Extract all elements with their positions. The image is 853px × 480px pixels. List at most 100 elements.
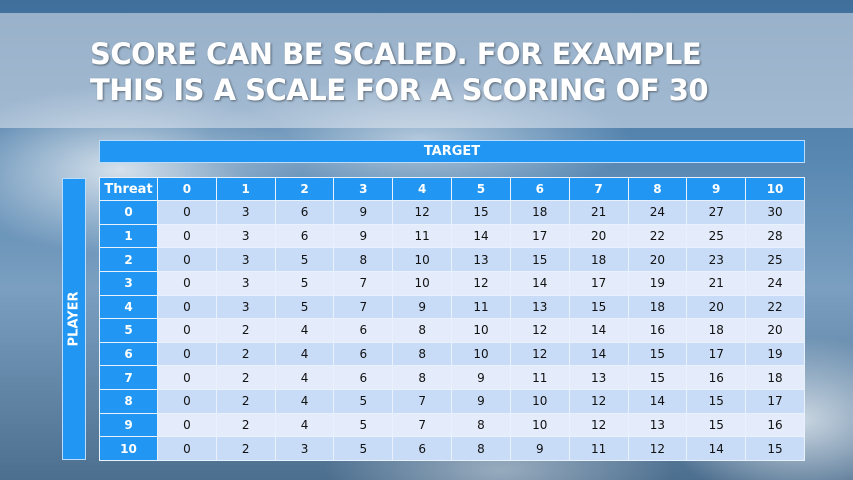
table-cell: 25 [745,247,805,272]
row-header: 5 [99,318,158,343]
table-row: 0 0 3 6 9 12 15 18 21 24 27 30 [99,200,805,225]
table-cell: 8 [392,341,453,367]
row-header: 9 [99,412,158,438]
target-header: TARGET [99,140,805,163]
table-cell: 11 [568,436,629,461]
table-row: 3 0 3 5 7 10 12 14 17 19 21 24 [99,270,805,296]
column-header: 0 [157,177,217,201]
table-row: 7 0 2 4 6 8 9 11 13 15 16 18 [99,365,805,390]
row-header: 7 [99,365,158,390]
table-cell: 2 [215,365,276,390]
table-cell: 2 [215,412,276,438]
table-cell: 18 [745,365,805,390]
table-cell: 12 [627,436,688,461]
table-cell: 14 [451,223,511,249]
row-header: 3 [99,270,158,296]
table-row: 8 0 2 4 5 7 9 10 12 14 15 17 [99,389,805,414]
table-cell: 11 [392,223,453,249]
table-cell: 2 [215,436,276,461]
table-cell: 12 [568,412,629,438]
table-cell: 5 [333,389,394,414]
table-cell: 14 [568,341,629,367]
table-cell: 11 [451,294,511,320]
table-cell: 20 [568,223,629,249]
column-header: 9 [686,177,747,201]
table-cell: 18 [509,200,570,225]
table-cell: 6 [392,436,453,461]
table-cell: 12 [568,389,629,414]
table-cell: 15 [627,365,688,390]
table-cell: 15 [509,247,570,272]
table-cell: 4 [274,389,335,414]
row-header: 4 [99,294,158,320]
table-cell: 2 [215,341,276,367]
table-cell: 3 [215,223,276,249]
table-cell: 12 [451,270,511,296]
title-line-2: THIS IS A SCALE FOR A SCORING OF 30 [90,73,709,107]
row-header: 6 [99,341,158,367]
table-cell: 27 [686,200,747,225]
table-cell: 3 [215,294,276,320]
table-cell: 6 [333,365,394,390]
table-cell: 22 [745,294,805,320]
table-cell: 9 [392,294,453,320]
table-row: 4 0 3 5 7 9 11 13 15 18 20 22 [99,294,805,320]
table-cell: 23 [686,247,747,272]
table-cell: 15 [686,389,747,414]
slide-title: SCORE CAN BE SCALED. FOR EXAMPLE THIS IS… [90,36,709,108]
table-cell: 3 [215,270,276,296]
table-cell: 4 [274,412,335,438]
table-cell: 14 [627,389,688,414]
title-line-1: SCORE CAN BE SCALED. FOR EXAMPLE [90,37,702,71]
table-cell: 9 [451,389,511,414]
table-cell: 14 [568,318,629,343]
table-cell: 0 [157,318,217,343]
table-cell: 24 [627,200,688,225]
table-cell: 0 [157,365,217,390]
table-cell: 9 [509,436,570,461]
table-row: 9 0 2 4 5 7 8 10 12 13 15 16 [99,412,805,438]
table-cell: 13 [451,247,511,272]
table-cell: 14 [509,270,570,296]
column-header: 3 [333,177,394,201]
row-header: 1 [99,223,158,249]
table-cell: 20 [627,247,688,272]
table-cell: 7 [333,270,394,296]
table-cell: 15 [568,294,629,320]
row-header: 0 [99,200,158,225]
table-cell: 0 [157,294,217,320]
column-header: 6 [509,177,570,201]
table-cell: 30 [745,200,805,225]
table-cell: 12 [509,341,570,367]
table-cell: 9 [451,365,511,390]
row-header: 10 [99,436,158,461]
table-cell: 10 [451,318,511,343]
row-header: 8 [99,389,158,414]
table-cell: 8 [392,318,453,343]
table-cell: 13 [568,365,629,390]
table-cell: 17 [686,341,747,367]
table-cell: 7 [392,389,453,414]
table-cell: 10 [509,412,570,438]
table-cell: 22 [627,223,688,249]
table-cell: 0 [157,436,217,461]
column-header: 5 [451,177,511,201]
table-cell: 3 [274,436,335,461]
column-header: 10 [745,177,805,201]
table-cell: 8 [333,247,394,272]
table-cell: 7 [333,294,394,320]
table-cell: 17 [568,270,629,296]
table-cell: 6 [274,223,335,249]
column-header: 2 [274,177,335,201]
table-cell: 11 [509,365,570,390]
table-cell: 6 [274,200,335,225]
table-cell: 7 [392,412,453,438]
column-header: 4 [392,177,453,201]
table-cell: 17 [745,389,805,414]
table-cell: 5 [333,412,394,438]
table-row: 6 0 2 4 6 8 10 12 14 15 17 19 [99,341,805,367]
table-cell: 19 [745,341,805,367]
column-header: 8 [627,177,688,201]
player-header: PLAYER [62,178,86,460]
table-cell: 15 [627,341,688,367]
